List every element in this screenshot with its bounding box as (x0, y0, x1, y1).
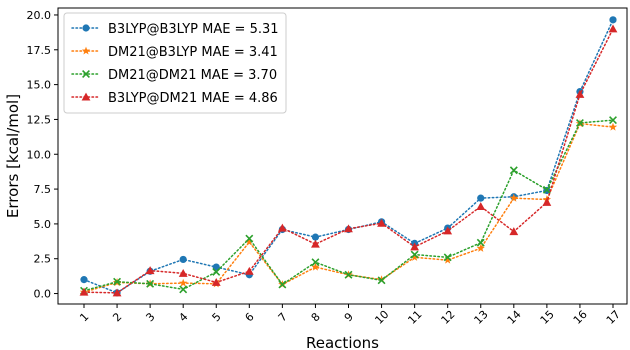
data-point (509, 166, 518, 175)
data-point (245, 234, 254, 243)
data-point (79, 287, 89, 296)
legend: B3LYP@B3LYP MAE = 5.31 DM21@B3LYP MAE = 3… (63, 12, 287, 114)
legend-item: B3LYP@B3LYP MAE = 5.31 (71, 22, 279, 37)
data-point (377, 276, 386, 285)
y-tick-label: 20.0 (27, 9, 52, 22)
data-point (410, 252, 419, 261)
y-tick-label: 0.0 (34, 288, 52, 301)
data-point (509, 227, 519, 236)
data-point (609, 116, 617, 125)
data-point (212, 263, 220, 271)
y-tick-label: 15.0 (27, 79, 52, 92)
y-tick-label: 7.5 (34, 183, 52, 196)
data-point (575, 118, 584, 127)
y-axis-label: Errors [kcal/mol] (4, 94, 22, 218)
data-point (410, 242, 420, 251)
data-point (113, 277, 122, 286)
x-axis-label: Reactions (306, 334, 379, 350)
data-point (212, 267, 221, 276)
data-point (311, 239, 320, 248)
y-tick-label: 2.5 (34, 253, 52, 266)
legend-marker (81, 46, 91, 55)
data-point (377, 218, 386, 227)
data-point (542, 185, 551, 194)
data-point (477, 194, 485, 202)
y-tick-label: 10.0 (27, 148, 52, 161)
legend-label: B3LYP@B3LYP MAE = 5.31 (108, 22, 279, 37)
data-point (542, 197, 552, 206)
data-point (608, 122, 618, 131)
y-tick-label: 5.0 (34, 218, 52, 231)
y-tick-label: 17.5 (27, 44, 52, 57)
data-point (608, 24, 618, 33)
legend-box (63, 12, 287, 114)
data-point (112, 288, 122, 297)
data-point (146, 279, 155, 288)
plot-series (79, 16, 618, 297)
data-point (277, 223, 287, 232)
data-point (278, 280, 287, 289)
y-axis-ticks: 0.0 2.5 5.0 7.5 10.0 12.5 15.0 17.5 20.0 (27, 9, 58, 301)
data-point (344, 224, 353, 233)
data-point (476, 238, 485, 247)
legend-item: B3LYP@DM21 MAE = 4.86 (71, 91, 278, 106)
data-point (311, 262, 320, 271)
data-point (179, 278, 188, 287)
data-point (145, 266, 155, 275)
data-point (80, 276, 88, 284)
data-point (443, 255, 452, 264)
legend-label: DM21@DM21 MAE = 3.70 (108, 68, 277, 83)
data-point (609, 16, 617, 24)
data-point (509, 193, 518, 202)
legend-marker (81, 92, 91, 101)
data-point (311, 233, 320, 241)
legend-marker (82, 24, 90, 32)
data-point (311, 258, 320, 267)
data-point (244, 266, 254, 275)
data-point (443, 226, 453, 235)
data-point (245, 237, 254, 246)
legend-label: B3LYP@DM21 MAE = 4.86 (108, 91, 278, 106)
y-tick-label: 12.5 (27, 113, 52, 126)
data-point (410, 250, 419, 259)
series-4 (79, 24, 618, 297)
data-point (179, 285, 188, 294)
legend-marker (82, 70, 90, 78)
data-point (344, 270, 353, 279)
legend-label: DM21@B3LYP MAE = 3.41 (108, 45, 278, 60)
data-point (476, 243, 485, 252)
data-point (179, 255, 187, 264)
plot-frame (57, 7, 628, 305)
data-point (443, 253, 452, 262)
data-point (575, 89, 585, 98)
data-point (211, 278, 221, 286)
data-point (476, 202, 486, 211)
legend-item: DM21@B3LYP MAE = 3.41 (71, 45, 278, 60)
legend-item: DM21@DM21 MAE = 3.70 (71, 68, 277, 83)
data-point (178, 268, 188, 277)
